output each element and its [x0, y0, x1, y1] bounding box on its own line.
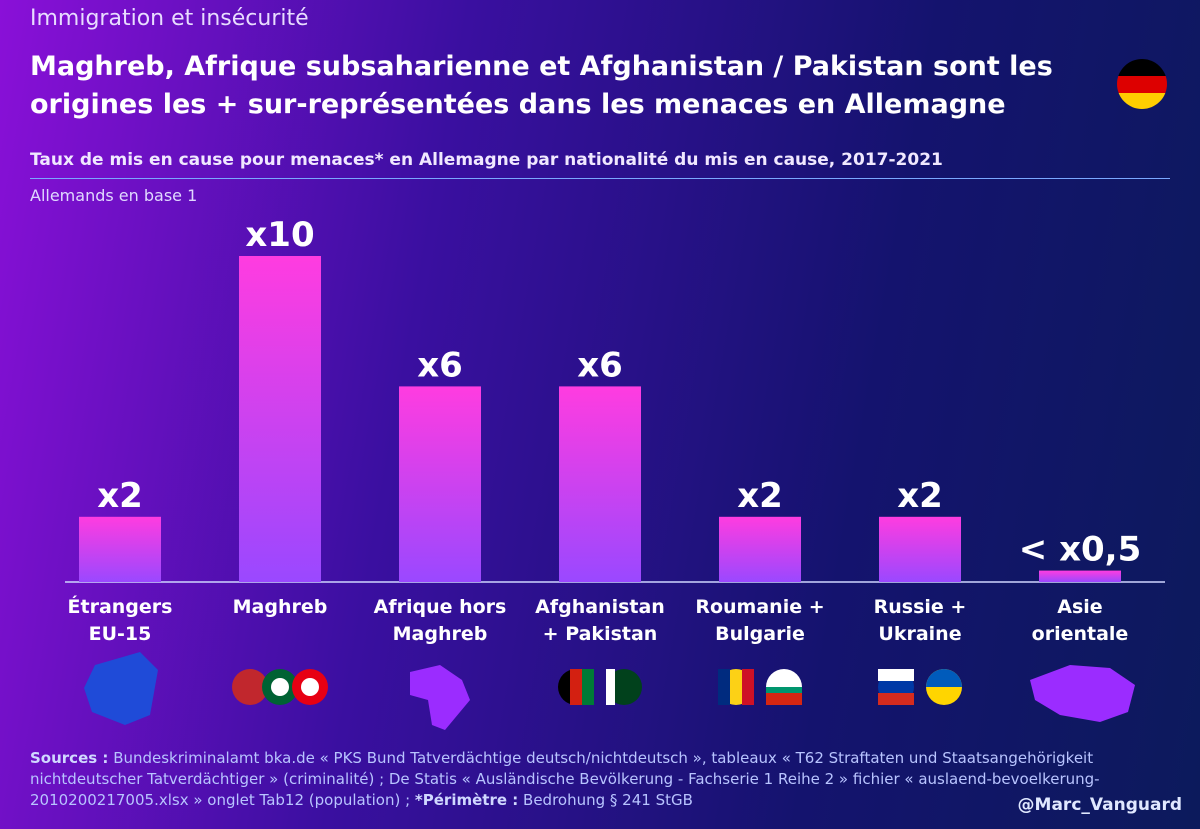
category-label: Maghreb — [232, 596, 328, 618]
note: Allemands en base 1 — [30, 186, 198, 205]
category-label: Afrique hors Maghreb — [373, 596, 507, 645]
flags-afpk — [558, 669, 642, 705]
perimetre-label: *Périmètre : — [414, 791, 519, 809]
bar — [879, 516, 961, 582]
bar — [719, 516, 801, 582]
icon-eu — [84, 652, 158, 725]
value-label: x10 — [245, 215, 314, 255]
category-label: Russie + Ukraine — [873, 596, 967, 645]
icon-africa — [410, 665, 470, 730]
value-label: x2 — [737, 476, 783, 516]
sources-text: Bundeskriminalamt bka.de « PKS Bund Tatv… — [30, 749, 1100, 809]
value-label: x6 — [417, 345, 463, 385]
value-label: < x0,5 — [1019, 530, 1142, 570]
bar — [1039, 570, 1121, 582]
flag-germany — [1117, 59, 1167, 109]
divider — [30, 178, 1170, 179]
category-label: Afghanistan + Pakistan — [535, 596, 665, 645]
bar — [559, 386, 641, 582]
chart-title: Maghreb, Afrique subsaharienne et Afghan… — [30, 51, 1053, 120]
value-label: x2 — [97, 476, 143, 516]
bar — [239, 256, 321, 582]
credit: @Marc_Vanguard — [1017, 795, 1182, 815]
category-label: Asie orientale — [1031, 596, 1129, 645]
bar — [399, 386, 481, 582]
sources: Sources : Bundeskriminalamt bka.de « PKS… — [30, 748, 1150, 811]
subtitle: Taux de mis en cause pour menaces* en Al… — [30, 150, 943, 170]
category-label: Étrangers EU-15 — [67, 596, 173, 645]
flags-robg — [718, 669, 802, 705]
category-label: Roumanie + Bulgarie — [695, 596, 825, 645]
perimetre-text: Bedrohung § 241 StGB — [523, 791, 693, 809]
value-label: x6 — [577, 345, 623, 385]
icon-east-asia — [1030, 665, 1135, 722]
sources-label: Sources : — [30, 749, 109, 767]
bar — [79, 516, 161, 582]
value-label: x2 — [897, 476, 943, 516]
flags-ruua — [878, 669, 962, 705]
kicker: Immigration et insécurité — [30, 6, 309, 31]
flags-maghreb — [232, 669, 328, 705]
